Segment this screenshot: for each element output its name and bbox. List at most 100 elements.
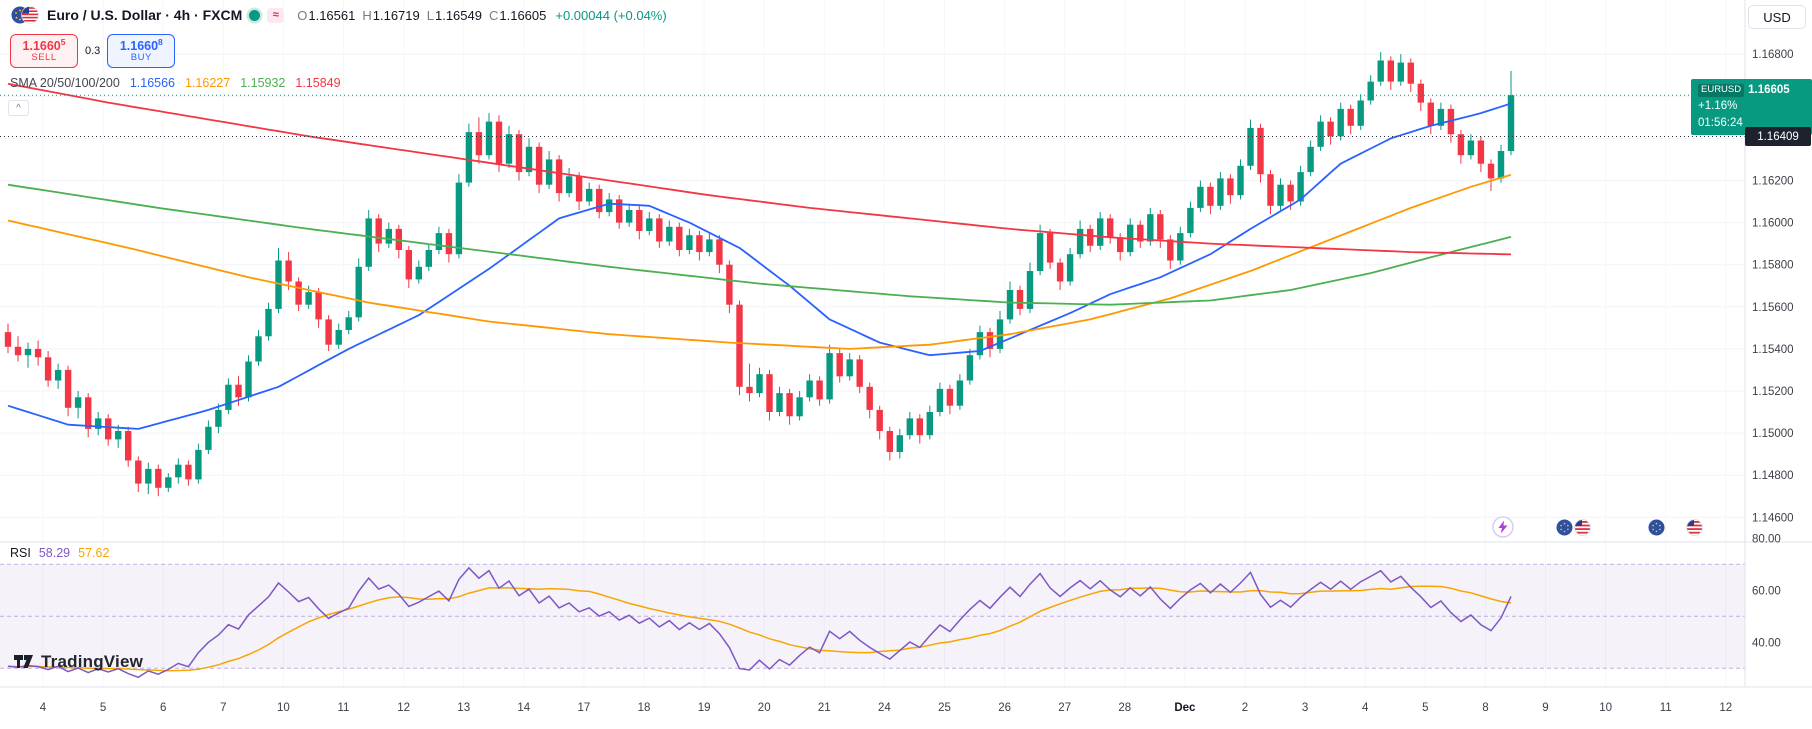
sma-value-2: 1.15932: [240, 76, 286, 90]
buy-label: BUY: [130, 52, 152, 64]
sma-value-1: 1.16227: [185, 76, 231, 90]
svg-text:7: 7: [220, 702, 226, 714]
svg-text:10: 10: [1599, 702, 1612, 714]
svg-text:20: 20: [758, 702, 771, 714]
svg-text:4: 4: [1362, 702, 1369, 714]
sma-value-3: 1.15849: [295, 76, 341, 90]
ohlc-low-value: 1.16549: [434, 7, 482, 23]
events-lightning-icon[interactable]: [1492, 516, 1514, 538]
badge-symbol: EURUSD: [1698, 84, 1745, 97]
secondary-price: 1.16409: [1757, 130, 1799, 143]
event-flag-us2-icon[interactable]: [1686, 519, 1703, 536]
ohlc-high-value: 1.16719: [372, 7, 420, 23]
ohlc-change-value: +0.00044 (+0.04%): [555, 7, 667, 23]
buy-button[interactable]: 1.16608 BUY: [107, 34, 176, 68]
sma-lines-layer: [7, 82, 1512, 430]
rsi-legend[interactable]: RSI 58.29 57.62: [10, 546, 109, 560]
badge-change-pct: +1.16%: [1698, 100, 1738, 113]
svg-text:27: 27: [1058, 702, 1071, 714]
symbol-legend[interactable]: Euro / U.S. Dollar · 4h · FXCM ≈ O 1.165…: [10, 5, 667, 25]
rsi-line: [7, 566, 1512, 679]
svg-text:25: 25: [938, 702, 951, 714]
sell-button[interactable]: 1.16605 SELL: [10, 34, 78, 68]
time-axis[interactable]: 4 5 6 7 10 11 12 13 14 17 18 19 20 21 24 25 26 27 28 Dec 2 3 4…: [40, 702, 1732, 714]
svg-text:11: 11: [1660, 702, 1672, 714]
price-lines: [0, 94, 1745, 137]
ohlc-values: O 1.16561 H 1.16719 L 1.16549 C 1.16605 …: [297, 8, 666, 23]
ohlc-open-value: 1.16561: [308, 7, 356, 23]
spread-value: 0.3: [85, 45, 101, 57]
svg-text:40.00: 40.00: [1752, 637, 1781, 649]
symbol-title[interactable]: Euro / U.S. Dollar · 4h · FXCM: [47, 7, 243, 23]
svg-text:1.15000: 1.15000: [1752, 428, 1794, 440]
currency-button[interactable]: USD: [1748, 5, 1806, 29]
current-price-badge[interactable]: EURUSD 1.16605 +1.16% 01:56:24: [1691, 79, 1812, 135]
buy-price: 1.1660: [119, 38, 159, 53]
svg-text:1.16800: 1.16800: [1752, 49, 1794, 61]
ohlc-close-value: 1.16605: [499, 7, 547, 23]
svg-text:12: 12: [397, 702, 410, 714]
buy-price-sup: 8: [158, 36, 163, 47]
svg-text:1.15800: 1.15800: [1752, 260, 1794, 272]
svg-text:26: 26: [998, 702, 1011, 714]
svg-text:2: 2: [1242, 702, 1248, 714]
svg-text:6: 6: [160, 702, 166, 714]
sma-label: SMA 20/50/100/200: [10, 76, 120, 90]
svg-text:19: 19: [698, 702, 711, 714]
ohlc-low-label: L: [426, 7, 434, 23]
ohlc-close-label: C: [488, 7, 499, 23]
svg-text:1.14800: 1.14800: [1752, 470, 1794, 482]
svg-text:1.15600: 1.15600: [1752, 302, 1794, 314]
rsi-value-0: 58.29: [38, 546, 71, 560]
svg-text:24: 24: [878, 702, 891, 714]
svg-text:12: 12: [1719, 702, 1732, 714]
tradingview-logo[interactable]: TradingView: [12, 650, 143, 673]
svg-text:3: 3: [1302, 702, 1308, 714]
order-panel: 1.16605 SELL 0.3 1.16608 BUY: [10, 34, 176, 68]
svg-text:60.00: 60.00: [1752, 585, 1781, 597]
sma-100-line: [7, 183, 1512, 306]
svg-text:8: 8: [1482, 702, 1488, 714]
svg-text:1.15400: 1.15400: [1752, 344, 1794, 356]
svg-text:5: 5: [1422, 702, 1428, 714]
svg-text:28: 28: [1118, 702, 1131, 714]
sma-legend[interactable]: SMA 20/50/100/200 1.16566 1.16227 1.1593…: [10, 76, 341, 90]
event-flag-group[interactable]: [1556, 519, 1591, 536]
svg-text:17: 17: [578, 702, 591, 714]
event-flag-us-icon: [1574, 519, 1591, 536]
market-status-icon[interactable]: [249, 9, 261, 21]
rsi-label: RSI: [10, 546, 31, 560]
sell-label: SELL: [31, 52, 57, 64]
svg-text:1.15200: 1.15200: [1752, 386, 1794, 398]
ohlc-high-label: H: [362, 7, 372, 23]
sma-200-line: [7, 82, 1512, 256]
svg-text:9: 9: [1542, 702, 1548, 714]
symbol-pair-icon: [10, 5, 40, 25]
sell-price: 1.1660: [22, 38, 61, 53]
svg-text:1.16000: 1.16000: [1752, 218, 1794, 230]
svg-text:4: 4: [40, 702, 47, 714]
rsi-ma-line: [7, 585, 1512, 672]
rsi-value-1: 57.62: [78, 546, 110, 560]
svg-text:10: 10: [277, 702, 290, 714]
badge-countdown: 01:56:24: [1698, 116, 1743, 129]
rsi-lines-layer: [7, 566, 1512, 679]
sma-20-line: [7, 102, 1512, 430]
svg-text:18: 18: [638, 702, 651, 714]
svg-text:5: 5: [100, 702, 106, 714]
tradingview-logo-text: TradingView: [41, 651, 144, 671]
svg-text:1.14600: 1.14600: [1752, 512, 1794, 524]
badge-price: 1.16605: [1748, 83, 1790, 96]
secondary-price-badge[interactable]: 1.16409: [1745, 127, 1811, 146]
event-flag-eu2-icon[interactable]: [1648, 519, 1665, 536]
ohlc-open-label: O: [297, 7, 308, 23]
svg-text:11: 11: [338, 702, 350, 714]
candles-layer: [4, 52, 1515, 497]
collapse-pane-button[interactable]: ^: [8, 100, 29, 116]
svg-text:1.16200: 1.16200: [1752, 176, 1794, 188]
approx-icon[interactable]: ≈: [267, 7, 285, 23]
svg-text:13: 13: [457, 702, 470, 714]
svg-text:21: 21: [818, 702, 831, 714]
sma-50-line: [7, 173, 1512, 350]
